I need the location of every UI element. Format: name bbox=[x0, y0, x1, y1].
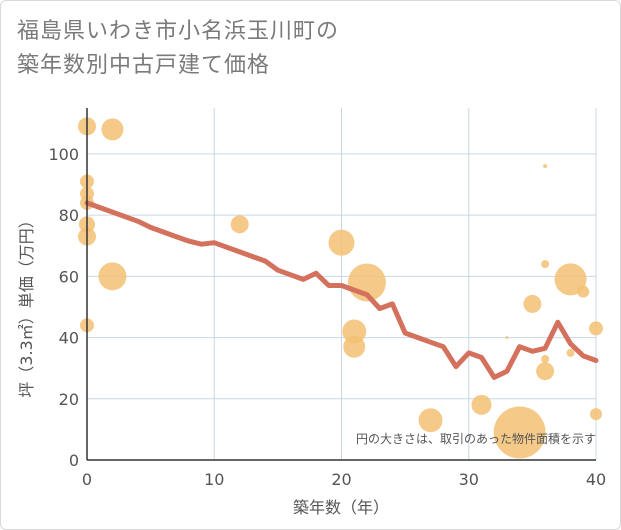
axes bbox=[86, 108, 596, 461]
bubble-point bbox=[523, 294, 542, 313]
bubble-point bbox=[541, 354, 550, 363]
x-tick-label: 10 bbox=[204, 470, 224, 489]
x-tick-label: 0 bbox=[82, 470, 92, 489]
bubble-point bbox=[342, 319, 367, 344]
y-axis-title: 坪（3.3㎡）単価（万円） bbox=[17, 212, 36, 397]
y-tick-label: 80 bbox=[59, 206, 79, 225]
y-tick-label: 60 bbox=[59, 267, 79, 286]
bubble-point bbox=[543, 164, 548, 169]
bubble-point bbox=[590, 408, 602, 421]
grid-lines bbox=[87, 108, 597, 460]
bubble-point bbox=[471, 394, 492, 415]
bubble-point bbox=[577, 285, 590, 298]
y-tick-label: 0 bbox=[69, 451, 79, 470]
bubble-point bbox=[101, 118, 124, 141]
bubble-point bbox=[536, 362, 555, 381]
trend-line bbox=[84, 200, 599, 380]
chart-title: 福島県いわき市小名浜玉川町の 築年数別中古戸建て価格 bbox=[17, 15, 339, 83]
y-tick-label: 20 bbox=[59, 390, 79, 409]
x-tick-label: 20 bbox=[331, 470, 351, 489]
trend-series bbox=[84, 200, 599, 380]
size-legend-note: 円の大きさは、取引のあった物件面積を示す bbox=[356, 431, 596, 446]
x-tick-label: 30 bbox=[459, 470, 479, 489]
bubble-point bbox=[566, 348, 575, 357]
bubble-point bbox=[98, 262, 127, 291]
bubble-point bbox=[230, 215, 249, 234]
bubble-point bbox=[328, 229, 355, 256]
x-tick-label: 40 bbox=[586, 470, 606, 489]
chart-title-line-2: 築年数別中古戸建て価格 bbox=[17, 53, 271, 78]
bubble-point bbox=[589, 321, 603, 336]
x-axis-title: 築年数（年） bbox=[293, 498, 389, 517]
bubble-point bbox=[554, 263, 587, 296]
tick-labels: 0 20 40 60 80 100 0 10 20 30 40 bbox=[48, 145, 606, 489]
bubble-point bbox=[541, 260, 550, 269]
bubble-point bbox=[418, 408, 443, 433]
y-tick-label: 100 bbox=[48, 145, 79, 164]
chart-title-line-1: 福島県いわき市小名浜玉川町の bbox=[17, 19, 340, 44]
bubble-point bbox=[505, 336, 509, 340]
bubble-point bbox=[343, 335, 366, 358]
bubble-point bbox=[493, 406, 546, 459]
y-tick-label: 40 bbox=[59, 329, 79, 348]
